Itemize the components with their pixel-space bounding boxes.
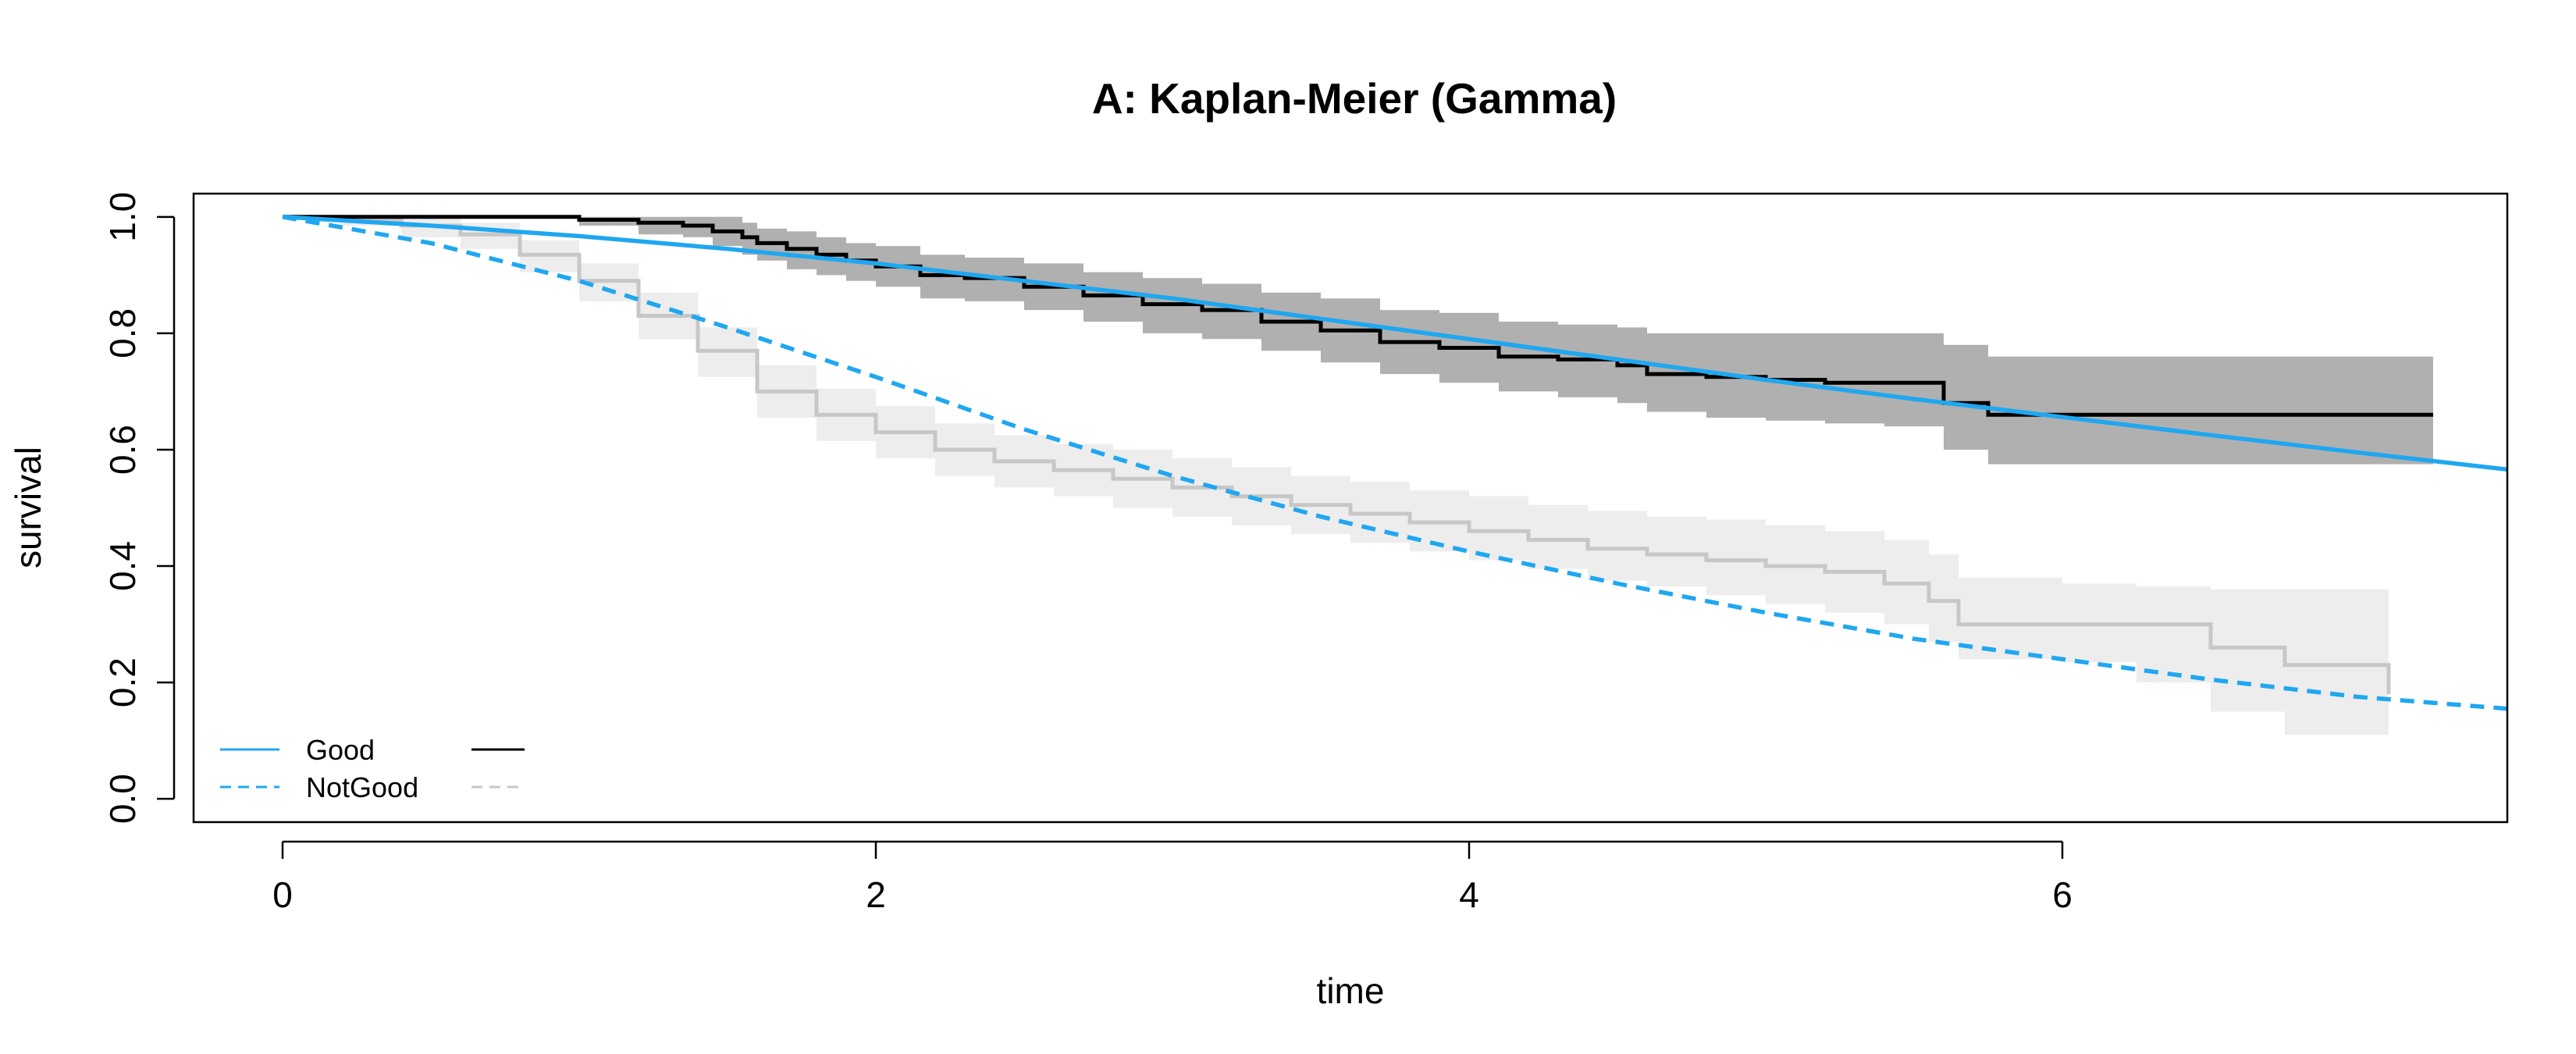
y-axis-title: survival (8, 447, 48, 568)
y-tick-label: 0.6 (102, 425, 143, 475)
x-axis-title: time (1317, 970, 1385, 1011)
x-tick-label: 4 (1459, 874, 1479, 915)
y-tick-label: 0.8 (102, 308, 143, 358)
y-tick-label: 1.0 (102, 192, 143, 242)
y-tick-label: 0.4 (102, 541, 143, 591)
legend-label: Good (306, 734, 375, 766)
x-tick-label: 2 (866, 874, 886, 915)
x-tick-label: 0 (272, 874, 293, 915)
x-tick-label: 6 (2052, 874, 2073, 915)
y-tick-label: 0.0 (102, 774, 143, 824)
legend-label: NotGood (306, 771, 418, 803)
chart-title: A: Kaplan-Meier (Gamma) (1092, 74, 1617, 123)
y-tick-label: 0.2 (102, 657, 143, 707)
